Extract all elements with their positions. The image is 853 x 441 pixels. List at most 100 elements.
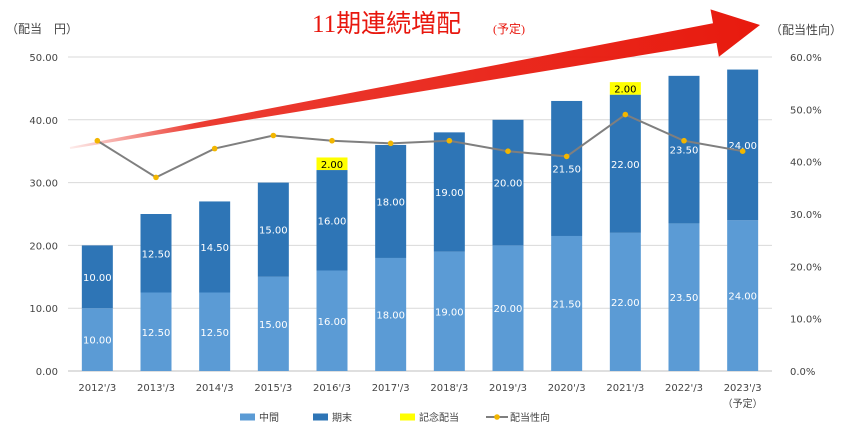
left-tick-label: 10.00	[29, 304, 58, 315]
right-tick-label: 50.0%	[790, 105, 822, 116]
bar-segment	[81, 245, 113, 309]
x-tick-label: 2013'/3	[137, 383, 175, 394]
bar-segment	[316, 157, 348, 171]
data-label: 2.00	[614, 84, 636, 95]
bars	[81, 69, 759, 371]
bar-segment	[316, 170, 348, 271]
bar-segment	[492, 245, 524, 371]
x-tick-label: 2017'/3	[372, 383, 410, 394]
left-tick-label: 50.00	[29, 53, 58, 64]
data-label: 10.00	[83, 273, 112, 284]
legend-label: 期末	[332, 411, 352, 424]
right-tick-label: 60.0%	[790, 53, 822, 64]
data-label: 2.00	[321, 160, 343, 171]
bar-segment	[551, 100, 583, 236]
bar-segment	[433, 132, 465, 252]
right-tick-label: 10.0%	[790, 315, 822, 326]
legend-marker	[494, 414, 500, 420]
data-label: 24.00	[728, 292, 757, 303]
legend-swatch	[240, 413, 255, 421]
bar-segment	[140, 214, 172, 293]
x-tick-note: （予定）	[723, 397, 763, 410]
legend-swatch	[313, 413, 328, 421]
bar-segment	[81, 308, 113, 371]
left-tick-label: 20.00	[29, 241, 58, 252]
data-label: 22.00	[611, 160, 640, 171]
bar-segment	[199, 292, 231, 371]
right-tick-label: 20.0%	[790, 262, 822, 273]
legend-label: 配当性向	[510, 411, 550, 424]
data-label: 21.50	[552, 299, 581, 310]
payout-ratio-point	[505, 148, 511, 154]
bar-segment	[375, 257, 407, 371]
data-label: 18.00	[376, 310, 405, 321]
data-labels: 10.00 10.00 12.50 12.50 12.50 14.50 15.00 15.00…	[83, 84, 757, 346]
legend-label: 記念配当	[419, 411, 459, 424]
payout-ratio-point	[446, 137, 453, 144]
x-tick-label: 2022'/3	[665, 383, 703, 394]
x-tick-label: 2015'/3	[254, 383, 292, 394]
bar-segment	[609, 94, 641, 233]
x-tick-label: 2018'/3	[430, 383, 468, 394]
chart-title: 11期連続増配	[312, 10, 461, 38]
bar-segment	[375, 144, 407, 258]
bar-segment	[727, 69, 759, 221]
payout-ratio-point	[387, 140, 394, 147]
bar-segment	[257, 276, 289, 371]
right-axis-unit: （配当性向）	[770, 22, 842, 37]
bar-segment	[668, 75, 700, 224]
bar-segment	[140, 292, 172, 371]
bar-segment	[433, 251, 465, 371]
bar-segment	[668, 223, 700, 371]
x-tick-label: 2012'/3	[78, 383, 116, 394]
data-label: 23.50	[670, 146, 699, 157]
data-label: 18.00	[376, 197, 405, 208]
payout-ratio-polyline	[96, 113, 743, 179]
bar-segment	[316, 270, 348, 371]
data-label: 20.00	[494, 304, 523, 315]
data-label: 23.50	[670, 293, 699, 304]
data-label: 12.50	[142, 249, 171, 260]
data-label: 16.00	[318, 216, 347, 227]
legend-swatch	[400, 413, 415, 421]
bar-segment	[609, 82, 641, 95]
bar-segment	[609, 232, 641, 371]
data-label: 14.50	[200, 243, 229, 254]
data-label: 10.00	[83, 336, 112, 347]
x-tick-label: 2014'/3	[196, 383, 234, 394]
x-tick-label: 2021'/3	[606, 383, 644, 394]
left-tick-label: 30.00	[29, 179, 58, 190]
payout-ratio-line	[94, 111, 746, 181]
payout-ratio-point	[211, 145, 218, 152]
data-label: 19.00	[435, 307, 464, 318]
growth-arrow-shape	[69, 9, 761, 150]
payout-ratio-point	[563, 153, 570, 160]
left-tick-label: 40.00	[29, 116, 58, 127]
growth-arrow	[69, 9, 761, 150]
payout-ratio-point	[94, 137, 101, 144]
data-label: 19.00	[435, 188, 464, 199]
bar-segment	[199, 201, 231, 293]
data-label: 16.00	[318, 317, 347, 328]
data-label: 15.00	[259, 226, 288, 237]
left-axis-unit: （配当 円）	[6, 22, 78, 36]
data-label: 15.00	[259, 320, 288, 331]
legend: 中間 期末 記念配当 配当性向	[240, 411, 550, 424]
data-label: 12.50	[142, 328, 171, 339]
bar-segment	[727, 220, 759, 371]
right-tick-label: 30.0%	[790, 210, 822, 221]
grid-lines	[68, 56, 772, 372]
legend-label: 中間	[259, 411, 279, 424]
payout-ratio-point	[153, 174, 159, 181]
x-tick-label: 2023'/3	[724, 383, 762, 394]
payout-ratio-point	[681, 137, 687, 144]
right-tick-label: 40.0%	[790, 158, 822, 169]
bar-segment	[551, 235, 583, 371]
chart-title-note: (予定)	[493, 21, 525, 36]
data-label: 20.00	[494, 179, 523, 190]
data-label: 24.00	[728, 141, 757, 152]
payout-ratio-point	[329, 137, 335, 144]
left-tick-label: 0.00	[36, 367, 58, 378]
bar-segment	[492, 119, 524, 246]
